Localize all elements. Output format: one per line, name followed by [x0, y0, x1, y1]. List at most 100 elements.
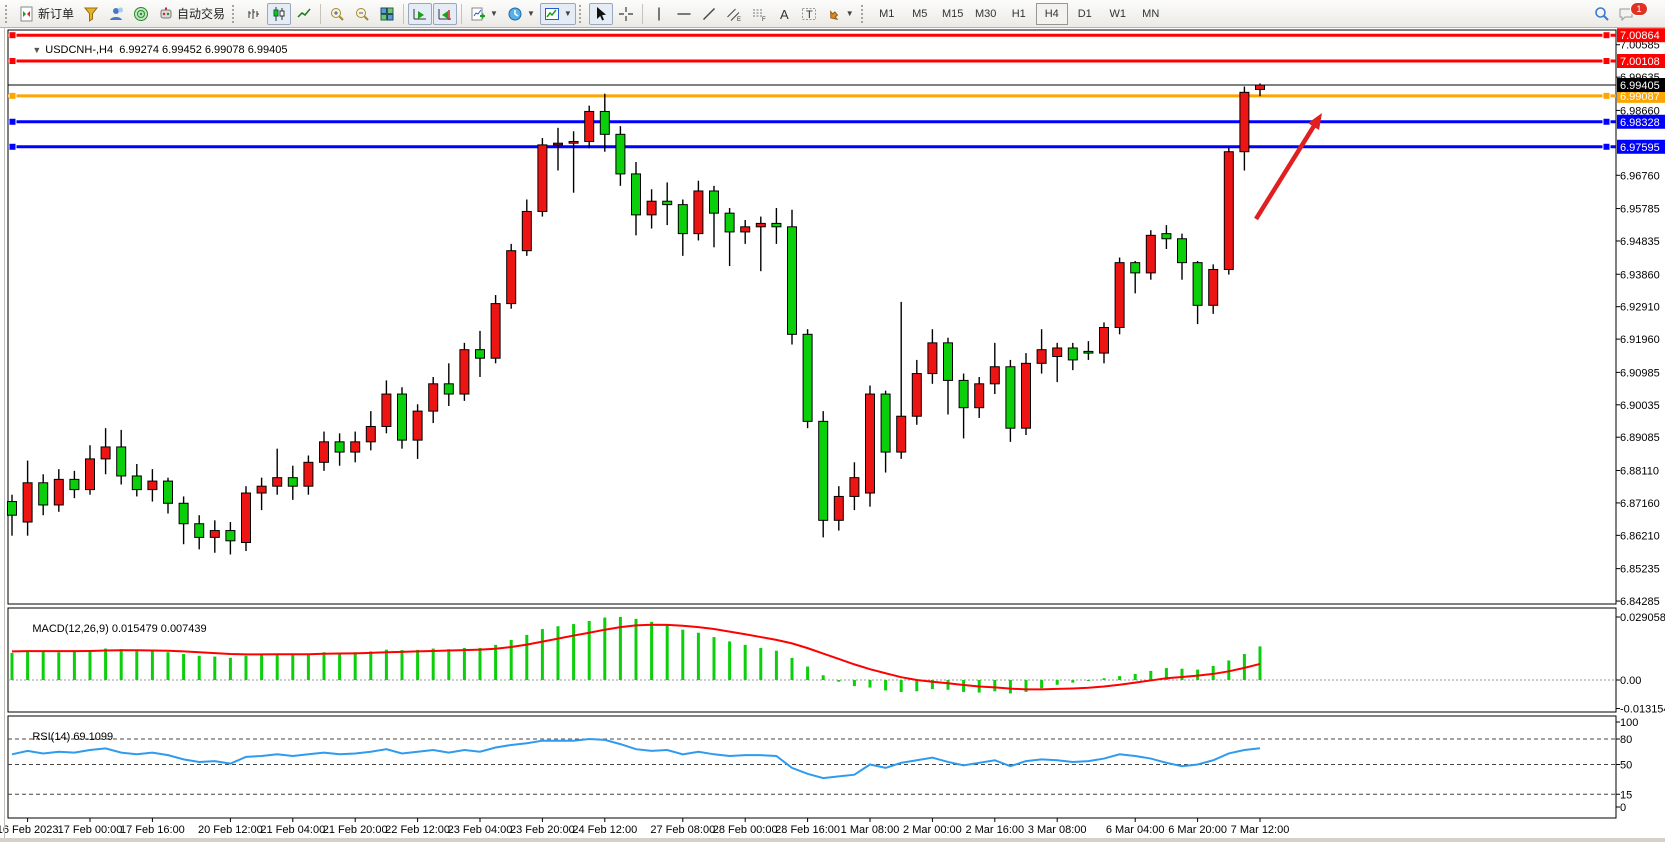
cursor-tool-button[interactable] — [588, 2, 613, 25]
trendline-tool-button[interactable] — [697, 3, 721, 25]
market-watch-funnel-button[interactable] — [79, 3, 103, 25]
toolbar-grip[interactable] — [5, 4, 10, 23]
candle — [599, 110, 610, 135]
candle — [256, 485, 267, 494]
timeframe-d1-button[interactable]: D1 — [1077, 7, 1092, 20]
candle — [85, 458, 95, 491]
crosshair-tool-button[interactable] — [614, 3, 638, 25]
signals-button[interactable] — [129, 3, 153, 25]
candle — [397, 393, 407, 441]
zoom-out-button[interactable] — [350, 3, 374, 25]
svg-text:6.98660: 6.98660 — [1620, 105, 1660, 117]
tile-windows-icon — [380, 7, 394, 20]
svg-text:21 Feb 04:00: 21 Feb 04:00 — [260, 824, 325, 836]
svg-text:7 Mar 12:00: 7 Mar 12:00 — [1231, 824, 1290, 836]
candlestick-mode-button[interactable] — [267, 2, 292, 25]
new-order-button[interactable]: 新订单 — [15, 3, 78, 25]
candle — [974, 383, 985, 409]
timeframe-m1-button[interactable]: M1 — [879, 7, 895, 20]
candle — [740, 226, 751, 233]
timeframe-h1-button[interactable]: H1 — [1011, 7, 1026, 20]
chart-area[interactable]: 7.005856.996356.986606.967606.957856.948… — [0, 28, 1665, 842]
rsi-name: RSI(14) — [32, 731, 71, 743]
horizontal-line-icon — [677, 12, 691, 15]
new-chart-dropdown-button[interactable]: ▼ — [466, 3, 502, 25]
notifications-button[interactable]: 1 — [1614, 1, 1659, 25]
user-cloud-icon — [110, 7, 124, 20]
auto-scroll-button[interactable] — [408, 2, 433, 25]
charts-profile-dropdown-button[interactable]: ▼ — [503, 3, 539, 25]
candlestick-icon — [273, 6, 285, 21]
candle — [475, 349, 485, 359]
chevron-down-icon: ▼ — [563, 9, 572, 18]
vertical-line-tool-button[interactable] — [647, 3, 671, 25]
svg-text:6.95785: 6.95785 — [1620, 204, 1660, 216]
chart-shift-button[interactable] — [433, 2, 458, 25]
timeframe-m30-button[interactable]: M30 — [975, 7, 997, 20]
timeframe-m15-button[interactable]: M15 — [942, 7, 964, 20]
fibonacci-tool-button[interactable]: F — [747, 3, 771, 25]
timeframe-m5-button[interactable]: M5 — [912, 7, 928, 20]
chart-shift-icon — [438, 8, 452, 20]
svg-text:6 Mar 04:00: 6 Mar 04:00 — [1106, 824, 1165, 836]
auto-trading-button[interactable]: 自动交易 — [154, 3, 229, 25]
zoom-in-button[interactable] — [325, 3, 349, 25]
candle — [1208, 268, 1219, 306]
svg-text:6.96760: 6.96760 — [1620, 170, 1660, 182]
sr-line-6.98328[interactable]: 6.98328 — [8, 114, 1665, 129]
search-button[interactable] — [1590, 3, 1614, 25]
svg-text:6.90035: 6.90035 — [1620, 400, 1660, 412]
toolbar-grip[interactable] — [232, 4, 237, 23]
candle — [724, 212, 735, 233]
toolbar-grip[interactable] — [860, 4, 866, 23]
candle — [428, 383, 439, 412]
arrows-dropdown-button[interactable]: ▼ — [822, 3, 858, 25]
candle — [771, 222, 782, 228]
svg-text:7.00108: 7.00108 — [1620, 56, 1660, 68]
svg-text:80: 80 — [1620, 734, 1632, 746]
sr-line-6.97595[interactable]: 6.97595 — [8, 139, 1665, 154]
candle — [755, 222, 766, 228]
candle — [100, 446, 111, 460]
svg-text:23 Feb 04:00: 23 Feb 04:00 — [448, 824, 513, 836]
line-chart-mode-button[interactable] — [292, 3, 316, 25]
candle — [1223, 151, 1234, 270]
ohlc-readout: 6.99274 6.99452 6.99078 6.99405 — [119, 44, 288, 56]
text-label-tool-button[interactable]: T — [797, 3, 821, 25]
candle — [1021, 362, 1031, 429]
candle — [1083, 350, 1094, 354]
toolbar-grip[interactable] — [578, 4, 584, 23]
horizontal-line-tool-button[interactable] — [672, 3, 696, 25]
accounts-button[interactable] — [104, 3, 128, 25]
rsi-value: 69.1099 — [73, 731, 114, 743]
symbol-marker-icon: ▼ — [32, 45, 42, 55]
timeframe-mn-button[interactable]: MN — [1142, 7, 1160, 20]
line-chart-icon — [297, 8, 311, 18]
candle — [1067, 347, 1078, 361]
timeframe-h4-button[interactable]: H4 — [1035, 2, 1068, 25]
macd-name: MACD(12,26,9) — [32, 623, 109, 635]
svg-text:100: 100 — [1620, 717, 1638, 729]
bar-chart-mode-button[interactable] — [242, 3, 266, 25]
text-tool-button[interactable]: A — [772, 3, 796, 25]
macd-pane: 0.029058 0.00 -0.013154 — [8, 612, 1665, 716]
tile-windows-button[interactable] — [375, 3, 399, 25]
svg-text:23 Feb 20:00: 23 Feb 20:00 — [510, 824, 575, 836]
sr-line-6.99087[interactable]: 6.99087 — [8, 88, 1665, 103]
sr-line-7.00108[interactable]: 7.00108 — [8, 54, 1665, 69]
chart-canvas[interactable]: 7.005856.996356.986606.967606.957856.948… — [0, 28, 1665, 842]
trend-arrow-annotation[interactable] — [1254, 113, 1322, 221]
equidistant-channel-tool-button[interactable]: E — [722, 3, 746, 25]
candle — [1130, 262, 1141, 274]
timeframe-w1-button[interactable]: W1 — [1109, 7, 1126, 20]
candle — [22, 482, 33, 523]
main-toolbar: 新订单 自动交易 — [0, 0, 1665, 28]
sr-line-7.00864[interactable]: 7.00864 — [8, 28, 1665, 43]
svg-text:27 Feb 08:00: 27 Feb 08:00 — [650, 824, 715, 836]
fibonacci-icon: F — [752, 9, 766, 22]
candle — [833, 495, 844, 521]
svg-text:21 Feb 20:00: 21 Feb 20:00 — [323, 824, 388, 836]
candle — [443, 383, 454, 395]
indicators-dropdown-button[interactable]: ▼ — [539, 2, 576, 25]
